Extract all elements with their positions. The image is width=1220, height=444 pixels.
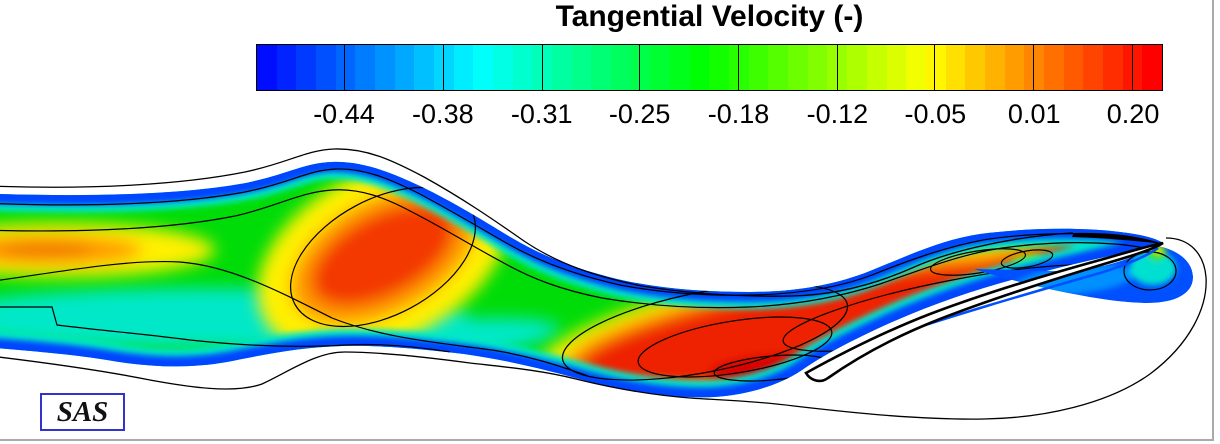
colorbar-step (355, 45, 376, 90)
colorbar-step (847, 45, 867, 90)
colorbar-step (1142, 45, 1162, 90)
colorbar-tick (1131, 45, 1133, 90)
colorbar-step (748, 45, 769, 90)
colorbar-step (729, 45, 749, 90)
colorbar-step (571, 45, 592, 90)
colorbar-step (1083, 45, 1103, 90)
colorbar-step (689, 45, 710, 90)
colorbar-step (807, 45, 828, 90)
colorbar-step (591, 45, 612, 90)
colorbar-step (552, 45, 572, 90)
colorbar-tick-label: -0.18 (707, 99, 770, 129)
colorbar-step (866, 45, 887, 90)
colorbar-step (375, 45, 395, 90)
colorbar-step (670, 45, 690, 90)
plot-frame-bottom (0, 439, 1214, 441)
colorbar-step (945, 45, 966, 90)
colorbar-tick (442, 45, 444, 90)
colorbar-step (650, 45, 671, 90)
outer-boundary-contour (0, 148, 1207, 420)
colorbar-step (276, 45, 297, 90)
colorbar-tick (934, 45, 936, 90)
plot-frame-right (1212, 0, 1214, 441)
colorbar-tick (541, 45, 543, 90)
left-orange-core (0, 223, 215, 277)
colorbar-step (630, 45, 651, 90)
colorbar-tick-label: -0.05 (904, 99, 967, 129)
colorbar-step (965, 45, 985, 90)
colorbar-step (906, 45, 926, 90)
colorbar-tick-label: 0.20 (1106, 99, 1160, 129)
trailing-edge-wedge (1072, 232, 1163, 244)
colorbar-step (925, 45, 946, 90)
colorbar-tick-label: -0.38 (412, 99, 474, 129)
colorbar-step (316, 45, 336, 90)
colorbar-step (1043, 45, 1064, 90)
colorbar-tick-label: -0.44 (313, 99, 375, 129)
colorbar-step (788, 45, 808, 90)
colorbar-tick (639, 45, 641, 90)
colorbar-tick-label: -0.31 (510, 99, 573, 129)
colorbar-step (453, 45, 474, 90)
colorbar-tick (1032, 45, 1034, 90)
colorbar-step (414, 45, 435, 90)
colorbar-tick-label: -0.12 (806, 99, 869, 129)
colorbar-step (493, 45, 513, 90)
colorbar-step (473, 45, 494, 90)
colorbar-step (1063, 45, 1084, 90)
colorbar-step (394, 45, 415, 90)
colorbar-step (984, 45, 1005, 90)
colorbar-tick (344, 45, 346, 90)
colorbar-step (768, 45, 789, 90)
colorbar-tick (836, 45, 838, 90)
colorbar-step (1102, 45, 1123, 90)
colorbar-step (1024, 45, 1044, 90)
case-badge: SAS (40, 393, 125, 431)
blade-surface (804, 241, 1164, 383)
colorbar-step (296, 45, 317, 90)
colorbar-step (611, 45, 631, 90)
colorbar-step (335, 45, 356, 90)
colorbar-tick (737, 45, 739, 90)
colorbar-step (512, 45, 533, 90)
colorbar-step (709, 45, 730, 90)
colorbar-title: Tangential Velocity (-) (555, 0, 864, 33)
colorbar-step (257, 45, 277, 90)
colorbar-tick-label: 0.01 (1007, 99, 1061, 129)
case-badge-label: SAS (56, 395, 109, 428)
colorbar-step (1004, 45, 1025, 90)
colorbar (256, 44, 1163, 91)
colorbar-tick-labels: -0.44 -0.38 -0.31 -0.25 -0.18 -0.12 -0.05 0.01 0… (0, 99, 1220, 131)
colorbar-tick-label: -0.25 (608, 99, 671, 129)
colorbar-step (886, 45, 907, 90)
